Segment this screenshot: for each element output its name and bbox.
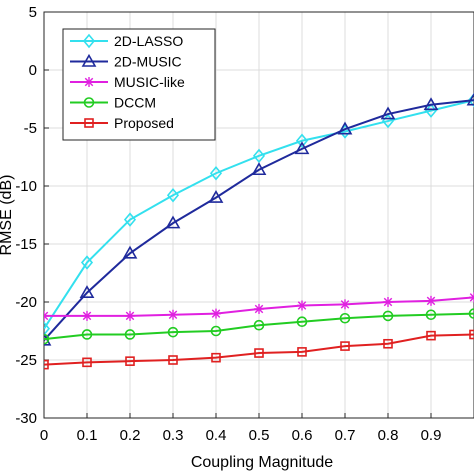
proposed-point <box>125 356 135 366</box>
dccm-point <box>425 309 437 321</box>
series-line-dccm <box>44 312 474 341</box>
axis-ticks: 0 0.1 0.2 0.3 0.4 0.5 0.6 0.7 0.8 0.9 5 0 -5 -10 -15 -2… <box>15 4 441 444</box>
music-like-point <box>125 310 135 321</box>
x-tick-label: 0.3 <box>163 427 184 444</box>
2d-music-point <box>122 245 138 259</box>
legend-label: MUSIC-like <box>114 74 185 90</box>
dccm-point <box>124 329 136 340</box>
legend-item-proposed: Proposed <box>70 115 174 131</box>
dccm-point <box>382 310 394 322</box>
dccm-point <box>253 319 265 331</box>
music-like-point <box>168 309 178 320</box>
series-line-2d-lasso <box>44 99 474 330</box>
proposed-point <box>297 347 307 357</box>
legend-2d-music-point <box>81 53 97 67</box>
dccm-point <box>44 333 50 345</box>
x-tick-label: 0.7 <box>335 427 356 444</box>
2d-music-point <box>423 97 439 111</box>
music-like-point <box>340 299 350 310</box>
y-tick-label: -20 <box>15 294 37 311</box>
proposed-point <box>340 341 350 351</box>
2d-music-point <box>251 162 267 176</box>
legend-item-dccm: DCCM <box>70 95 156 111</box>
dccm-point <box>210 325 222 337</box>
x-tick-label: 0.8 <box>378 427 399 444</box>
legend: 2D-LASSO 2D-MUSIC MUSIC-like DCCM Proposed <box>62 28 216 141</box>
y-tick-label: -30 <box>15 410 37 427</box>
dccm-point <box>468 308 474 319</box>
2d-lasso-point <box>209 165 223 181</box>
legend-label: DCCM <box>114 95 156 111</box>
x-axis-label: Coupling Magnitude <box>191 454 333 471</box>
proposed-point <box>168 355 178 365</box>
music-like-point <box>254 303 264 314</box>
series-music-like <box>44 292 474 321</box>
y-tick-label: -15 <box>15 236 37 253</box>
proposed-point <box>383 338 393 349</box>
legend-music-like-point <box>84 77 94 87</box>
y-tick-label: -5 <box>24 120 37 137</box>
x-tick-label: 0.4 <box>206 427 227 444</box>
legend-item-2d-music: 2D-MUSIC <box>70 54 182 70</box>
legend-item-music-like: MUSIC-like <box>70 74 185 90</box>
legend-label: 2D-LASSO <box>114 33 183 49</box>
series-dccm <box>44 308 474 345</box>
dccm-point <box>81 329 93 340</box>
2d-music-point <box>165 215 181 229</box>
2d-music-point <box>337 121 353 135</box>
y-axis-label: RMSE (dB) <box>0 175 15 256</box>
legend-2d-lasso-point <box>82 33 96 49</box>
legend-label: Proposed <box>114 115 174 131</box>
series-line-2d-music <box>44 99 474 341</box>
legend-dccm-point <box>83 97 95 108</box>
2d-music-point <box>208 189 224 203</box>
2d-music-point <box>466 92 474 106</box>
y-tick-label: 5 <box>29 4 37 21</box>
music-like-point <box>297 300 307 311</box>
dccm-point <box>167 326 179 338</box>
legend-proposed-point <box>84 118 94 128</box>
proposed-point <box>469 329 474 340</box>
2d-music-point <box>294 141 310 155</box>
series-lines <box>44 92 474 370</box>
music-like-point <box>44 310 49 321</box>
dccm-point <box>296 316 308 328</box>
2d-lasso-point <box>44 321 51 336</box>
2d-music-point <box>79 285 95 299</box>
2d-lasso-point <box>467 92 474 108</box>
2d-lasso-point <box>295 133 309 149</box>
music-like-point <box>211 308 221 319</box>
y-tick-label: -25 <box>15 352 37 369</box>
dccm-point <box>339 312 351 324</box>
proposed-point <box>426 330 436 341</box>
proposed-point <box>211 352 221 363</box>
x-tick-label: 0 <box>40 427 48 444</box>
proposed-point <box>44 359 49 370</box>
x-tick-label: 0.9 <box>421 427 442 444</box>
y-tick-label: 0 <box>29 62 37 79</box>
proposed-point <box>254 348 264 358</box>
music-like-point <box>383 297 393 307</box>
2d-lasso-point <box>252 148 266 164</box>
2d-lasso-point <box>80 255 94 270</box>
proposed-point <box>82 357 92 368</box>
y-tick-label: -10 <box>15 178 37 195</box>
legend-item-2d-lasso: 2D-LASSO <box>70 33 183 49</box>
2d-lasso-point <box>123 212 137 227</box>
x-tick-label: 0.1 <box>77 427 98 444</box>
x-tick-label: 0.2 <box>120 427 141 444</box>
x-tick-label: 0.5 <box>249 427 270 444</box>
2d-music-point <box>380 106 396 120</box>
2d-lasso-point <box>166 188 180 203</box>
legend-label: 2D-MUSIC <box>114 54 182 70</box>
x-tick-label: 0.6 <box>292 427 313 444</box>
music-like-point <box>426 295 436 306</box>
series-proposed <box>44 329 474 370</box>
series-line-proposed <box>44 333 474 366</box>
music-like-point <box>82 310 92 321</box>
music-like-point <box>469 292 474 303</box>
